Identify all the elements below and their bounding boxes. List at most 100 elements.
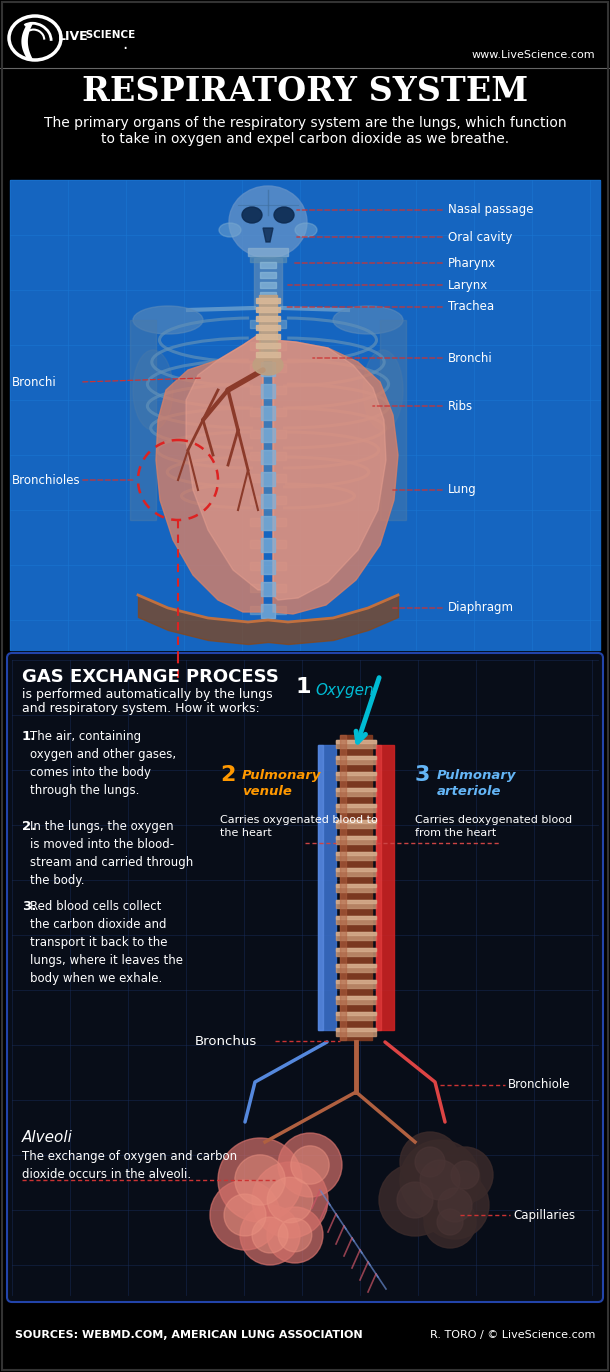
Circle shape	[278, 1133, 342, 1196]
Bar	[260, 262, 276, 268]
Text: The primary organs of the respiratory system are the lungs, which function: The primary organs of the respiratory sy…	[44, 117, 566, 130]
Bar	[336, 1028, 376, 1030]
Ellipse shape	[363, 350, 403, 429]
Bar	[261, 582, 275, 595]
Bar	[376, 745, 381, 1030]
Bar	[250, 386, 260, 394]
Bar	[256, 325, 280, 331]
Bar	[336, 1028, 376, 1036]
Bar	[250, 473, 260, 482]
Bar	[336, 900, 376, 903]
Bar	[260, 302, 276, 307]
Circle shape	[424, 1196, 476, 1249]
Bar	[261, 362, 275, 376]
Bar	[276, 606, 286, 615]
Bar	[250, 584, 260, 591]
Circle shape	[267, 1207, 323, 1264]
Bar	[276, 320, 286, 328]
Text: RESPIRATORY SYSTEM: RESPIRATORY SYSTEM	[82, 75, 528, 108]
Bar	[261, 406, 275, 420]
Bar	[250, 407, 260, 416]
Bar	[250, 320, 260, 328]
Circle shape	[267, 1177, 313, 1222]
Bar	[276, 563, 286, 569]
Text: Nasal passage: Nasal passage	[448, 203, 534, 217]
Bar	[0, 0, 610, 69]
Circle shape	[218, 1137, 302, 1222]
Text: Lung: Lung	[448, 483, 477, 497]
Bar	[0, 1310, 610, 1372]
Bar	[260, 292, 276, 298]
Bar	[250, 342, 260, 350]
Bar	[250, 541, 260, 547]
Text: Ribs: Ribs	[448, 399, 473, 413]
Bar	[256, 298, 280, 303]
Text: Carries deoxygenated blood
from the heart: Carries deoxygenated blood from the hear…	[415, 815, 572, 838]
Bar	[336, 1013, 376, 1019]
Bar	[276, 497, 286, 504]
Circle shape	[224, 1194, 266, 1236]
Circle shape	[420, 1159, 460, 1200]
Bar	[336, 948, 376, 951]
Bar	[256, 316, 280, 321]
Circle shape	[379, 1163, 451, 1236]
Bar	[259, 295, 277, 359]
Bar	[250, 451, 260, 460]
Text: Red blood cells collect
the carbon dioxide and
transport it back to the
lungs, w: Red blood cells collect the carbon dioxi…	[30, 900, 183, 985]
Text: to take in oxygen and expel carbon dioxide as we breathe.: to take in oxygen and expel carbon dioxi…	[101, 132, 509, 145]
Bar	[250, 497, 260, 504]
Bar	[261, 450, 275, 464]
Circle shape	[451, 1161, 479, 1190]
Ellipse shape	[333, 306, 403, 333]
Circle shape	[438, 1188, 472, 1222]
Text: 2.: 2.	[22, 820, 36, 833]
Bar	[250, 563, 260, 569]
Bar	[336, 820, 376, 823]
Text: Alveoli: Alveoli	[22, 1131, 73, 1146]
Bar	[261, 318, 275, 332]
Circle shape	[421, 1170, 489, 1239]
Circle shape	[278, 1218, 312, 1251]
Bar	[336, 804, 376, 812]
Bar	[261, 560, 275, 573]
Text: Bronchiole: Bronchiole	[508, 1078, 570, 1092]
Bar	[336, 996, 376, 1004]
Polygon shape	[186, 335, 263, 590]
Text: Bronchus: Bronchus	[195, 1034, 257, 1048]
Bar	[376, 745, 394, 1030]
Bar	[318, 745, 336, 1030]
FancyBboxPatch shape	[7, 653, 603, 1302]
Bar	[336, 916, 376, 919]
Text: The air, containing
oxygen and other gases,
comes into the body
through the lung: The air, containing oxygen and other gas…	[30, 730, 176, 797]
Bar	[336, 996, 376, 999]
Bar	[336, 756, 376, 764]
Ellipse shape	[229, 187, 307, 258]
Polygon shape	[156, 335, 263, 612]
Bar	[336, 836, 376, 844]
Bar	[336, 932, 376, 934]
Polygon shape	[273, 340, 398, 615]
Bar	[380, 320, 406, 520]
Bar	[336, 965, 376, 971]
Text: Capillaries: Capillaries	[513, 1209, 575, 1221]
Bar	[261, 538, 275, 552]
Circle shape	[291, 1146, 329, 1184]
Text: (: (	[18, 23, 36, 62]
Bar	[336, 772, 376, 781]
Bar	[276, 407, 286, 416]
Text: The exchange of oxygen and carbon
dioxide occurs in the alveoli.: The exchange of oxygen and carbon dioxid…	[22, 1150, 237, 1181]
Text: GAS EXCHANGE PROCESS: GAS EXCHANGE PROCESS	[22, 668, 279, 686]
Text: Diaphragm: Diaphragm	[448, 601, 514, 615]
Bar	[276, 584, 286, 591]
Bar	[261, 384, 275, 398]
Circle shape	[240, 1205, 300, 1265]
Bar	[336, 868, 376, 875]
Text: Oxygen: Oxygen	[315, 683, 373, 698]
Text: Bronchioles: Bronchioles	[12, 473, 81, 487]
Bar	[250, 429, 260, 438]
Ellipse shape	[219, 224, 241, 237]
Bar	[340, 735, 372, 1040]
Ellipse shape	[253, 355, 283, 375]
Bar	[336, 884, 376, 892]
Bar	[276, 519, 286, 525]
